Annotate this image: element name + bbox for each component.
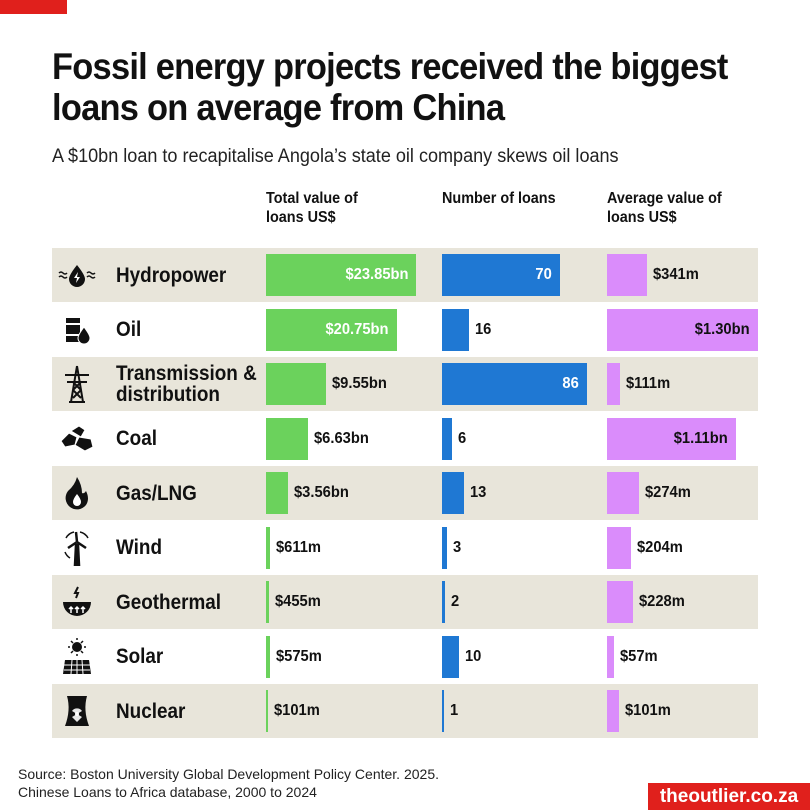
geothermal-icon [52,575,102,629]
bar-total [266,581,269,623]
category-label: Nuclear [116,699,186,723]
category-label: Oil [116,318,142,341]
chart-subtitle: A $10bn loan to recapitalise Angola’s st… [52,146,619,167]
value-label-count: 6 [458,429,467,447]
chart-row: Nuclear $101m 1 $101m [52,684,758,738]
chart-row: Solar $575m 10 $57m [52,630,758,684]
bar-count [442,254,561,296]
bar-count [442,472,464,514]
value-label-average: $101m [624,702,671,719]
column-header-total: Total value of loans US$ [266,190,358,226]
bar-total [266,363,327,405]
value-label-total: $611m [275,538,321,556]
value-label-count: 10 [464,647,482,665]
column-header-count: Number of loans [442,190,556,207]
category-label: Solar [116,645,164,668]
category-label: Wind [116,536,163,559]
source-note: Source: Boston University Global Develop… [18,765,439,801]
value-label-count: 70 [535,266,553,283]
chart-title: Fossil energy projects received the bigg… [52,46,728,128]
bar-average [607,472,639,514]
value-label-count: 86 [562,375,579,392]
value-label-average: $1.30bn [695,320,750,338]
source-line: Source: Boston University Global Develop… [18,766,439,782]
category-label: Hydropower [116,263,227,287]
chart-row: Coal $6.63bn 6 $1.11bn [52,412,758,466]
chart-row: Gas/LNG $3.56bn 13 $274m [52,466,758,520]
bar-average [607,308,758,351]
bar-total [266,690,268,732]
gas-flame-icon [52,466,102,520]
category-label: Coal [116,427,157,450]
bar-average [607,526,631,569]
bar-count [442,308,469,351]
value-label-average: $57m [619,647,658,665]
bar-total [266,417,308,460]
value-label-average: $111m [625,375,671,392]
category-label: Gas/LNG [116,481,197,505]
coal-icon [52,412,102,466]
nuclear-plant-icon [52,684,102,738]
bar-total [266,308,397,351]
bar-count [442,526,448,569]
bar-total [266,472,289,514]
brand-badge[interactable]: theoutlier.co.za [648,783,810,810]
value-label-count: 13 [469,484,487,501]
chart-row: Wind $611m 3 $204m [52,521,758,575]
bar-total [266,526,270,569]
value-label-count: 2 [451,593,460,610]
value-label-count: 1 [450,702,459,719]
bar-average [607,417,736,460]
value-label-average: $274m [644,484,691,501]
bar-average [607,581,634,623]
bar-total [266,254,416,296]
bar-count [442,635,459,678]
oil-barrel-icon [52,303,102,357]
bar-total [266,635,270,678]
category-label: Geothermal [116,590,222,614]
source-line: Chinese Loans to Africa database, 2000 t… [18,784,317,800]
bar-count [442,581,446,623]
bar-count [442,363,587,405]
value-label-total: $575m [275,647,322,665]
value-label-total: $3.56bn [294,484,350,501]
solar-panel-icon [52,630,102,684]
value-label-average: $1.11bn [673,429,728,447]
bar-count [442,417,453,460]
value-label-count: 3 [453,538,462,556]
value-label-average: $228m [639,593,686,610]
column-header-average: Average value of loans US$ [607,190,722,226]
value-label-count: 16 [474,320,492,338]
value-label-total: $9.55bn [332,375,387,392]
bar-average [607,690,619,732]
chart-row: Oil $20.75bn 16 $1.30bn [52,303,758,357]
wind-turbine-icon [52,521,102,575]
bar-average [607,254,647,296]
brand-tab [0,0,67,14]
chart-row: Hydropower $23.85bn 70 $341m [52,248,758,302]
value-label-total: $6.63bn [313,429,369,447]
value-label-average: $204m [636,538,683,556]
value-label-total: $455m [274,593,321,610]
bar-count [442,690,444,732]
value-label-total: $20.75bn [325,320,389,338]
transmission-tower-icon [52,357,102,411]
hydropower-icon [52,248,102,302]
value-label-average: $341m [652,266,699,283]
value-label-total: $101m [274,702,320,719]
bar-average [607,635,614,678]
chart-row: Geothermal $455m 2 $228m [52,575,758,629]
bar-average [607,363,620,405]
value-label-total: $23.85bn [344,266,408,283]
chart-row: Transmission & distribution $9.55bn 86 $111… [52,357,758,411]
category-label: Transmission & distribution [116,362,257,406]
